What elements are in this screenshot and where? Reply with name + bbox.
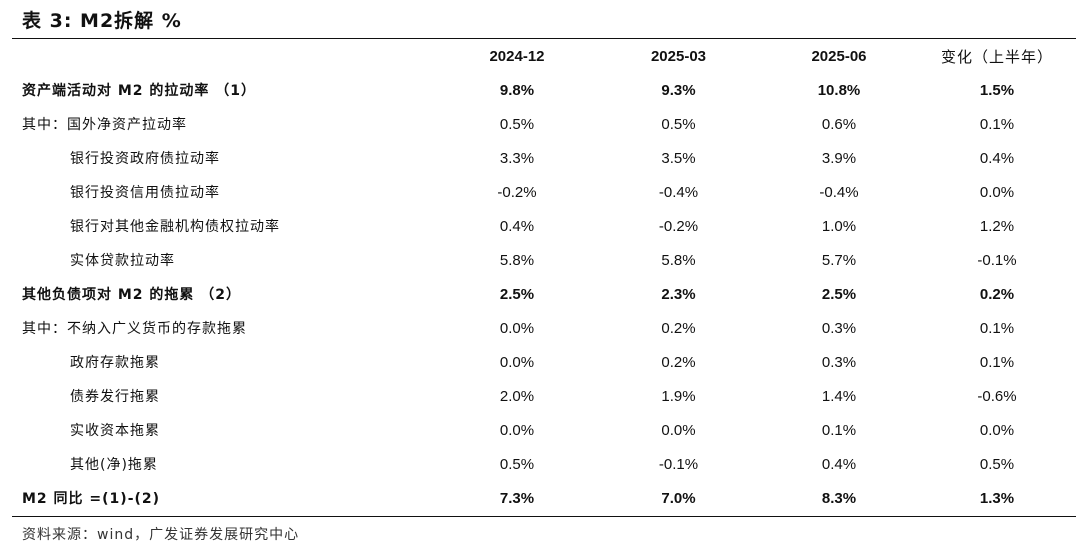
row-value: 1.5% [979,81,1015,99]
row-value: -0.6% [977,387,1017,405]
table-row: 其中：不纳入广义货币的存款拖累 0.0% 0.2% 0.3% 0.1% [12,311,1076,345]
row-value: 0.0% [499,421,535,439]
row-value: 0.1% [821,421,857,439]
row-value: 0.0% [499,319,535,337]
row-label: 银行对其他金融机构债权拉动率 [70,219,280,235]
row-label: M2 同比 =(1)-(2) [22,491,161,507]
row-value: 0.5% [499,115,535,133]
header-row: 2024-12 2025-03 2025-06 变化（上半年） [12,39,1076,73]
row-value: 0.0% [661,421,696,439]
table-title: 表 3: M2拆解 % [22,10,182,32]
m2-decomposition-table: 2024-12 2025-03 2025-06 变化（上半年） 资产端活动对 M… [12,39,1076,515]
row-value: 1.3% [979,489,1015,507]
row-value: 0.6% [821,115,857,133]
table-row: M2 同比 =(1)-(2) 7.3% 7.0% 8.3% 1.3% [12,481,1076,515]
row-value: 1.0% [821,217,857,235]
table-row: 其他(净)拖累 0.5% -0.1% 0.4% 0.5% [12,447,1076,481]
row-label: 实收资本拖累 [70,423,160,439]
row-value: 0.1% [979,319,1015,337]
row-value: 1.9% [661,387,696,405]
header-label [12,39,437,73]
row-value: 0.2% [661,353,696,371]
row-value: 0.4% [821,455,857,473]
table-row: 其中：国外净资产拉动率 0.5% 0.5% 0.6% 0.1% [12,107,1076,141]
row-value: 2.5% [499,285,535,303]
header-change: 变化（上半年） [940,47,1053,66]
row-value: 7.3% [499,489,535,507]
row-value: 5.7% [821,251,857,269]
row-label: 实体贷款拉动率 [70,253,175,269]
row-value: 5.8% [499,251,535,269]
row-value: 0.0% [979,183,1015,201]
row-value: 0.0% [979,421,1015,439]
row-label: 债券发行拖累 [70,389,160,405]
row-value: 2.5% [821,285,857,303]
row-value: 3.5% [661,149,696,167]
table-row: 其他负债项对 M2 的拖累 （2） 2.5% 2.3% 2.5% 0.2% [12,277,1076,311]
row-value: 10.8% [817,81,861,99]
row-value: 1.2% [979,217,1015,235]
table-row: 银行投资信用债拉动率 -0.2% -0.4% -0.4% 0.0% [12,175,1076,209]
row-label: 资产端活动对 M2 的拉动率 （1） [22,83,257,99]
row-value: 9.3% [661,81,696,99]
row-value: 0.5% [661,115,696,133]
row-value: 0.5% [499,455,535,473]
row-value: 0.1% [979,353,1015,371]
bottom-rule [12,516,1076,517]
row-label: 其他(净)拖累 [70,457,158,473]
row-value: 9.8% [499,81,535,99]
row-value: 0.1% [979,115,1015,133]
row-label: 其中：国外净资产拉动率 [22,117,187,133]
top-rule [12,38,1076,39]
row-value: 0.3% [821,353,857,371]
row-label: 其中：不纳入广义货币的存款拖累 [22,321,247,337]
row-label: 其他负债项对 M2 的拖累 （2） [22,287,242,303]
row-value: -0.1% [658,455,699,473]
row-value: 7.0% [661,489,696,507]
table-row: 银行投资政府债拉动率 3.3% 3.5% 3.9% 0.4% [12,141,1076,175]
row-value: 0.0% [499,353,535,371]
row-value: 0.5% [979,455,1015,473]
row-value: 2.0% [499,387,535,405]
row-value: 0.2% [979,285,1015,303]
header-2025-06: 2025-06 [811,47,867,65]
row-value: -0.4% [819,183,859,201]
table-row: 实体贷款拉动率 5.8% 5.8% 5.7% -0.1% [12,243,1076,277]
table-row: 政府存款拖累 0.0% 0.2% 0.3% 0.1% [12,345,1076,379]
row-value: -0.2% [658,217,699,235]
row-value: 8.3% [821,489,857,507]
row-value: -0.1% [977,251,1017,269]
row-label: 政府存款拖累 [70,355,160,371]
row-value: 2.3% [661,285,696,303]
row-value: 0.3% [821,319,857,337]
source-note: 资料来源：wind，广发证券发展研究中心 [22,527,300,543]
header-2025-03: 2025-03 [650,47,707,65]
row-value: 0.4% [979,149,1015,167]
table-row: 债券发行拖累 2.0% 1.9% 1.4% -0.6% [12,379,1076,413]
row-value: 3.3% [499,149,535,167]
table-row: 实收资本拖累 0.0% 0.0% 0.1% 0.0% [12,413,1076,447]
row-value: -0.4% [658,183,699,201]
row-value: 1.4% [821,387,857,405]
row-value: 3.9% [821,149,857,167]
row-label: 银行投资政府债拉动率 [70,151,220,167]
row-label: 银行投资信用债拉动率 [70,185,220,201]
row-value: 0.2% [661,319,696,337]
table-row: 银行对其他金融机构债权拉动率 0.4% -0.2% 1.0% 1.2% [12,209,1076,243]
table-row: 资产端活动对 M2 的拉动率 （1） 9.8% 9.3% 10.8% 1.5% [12,73,1076,107]
header-2024-12: 2024-12 [489,47,545,65]
row-value: 5.8% [661,251,696,269]
row-value: -0.2% [497,183,537,201]
row-value: 0.4% [499,217,535,235]
table-body: 资产端活动对 M2 的拉动率 （1） 9.8% 9.3% 10.8% 1.5% 其中：国外… [12,73,1076,515]
